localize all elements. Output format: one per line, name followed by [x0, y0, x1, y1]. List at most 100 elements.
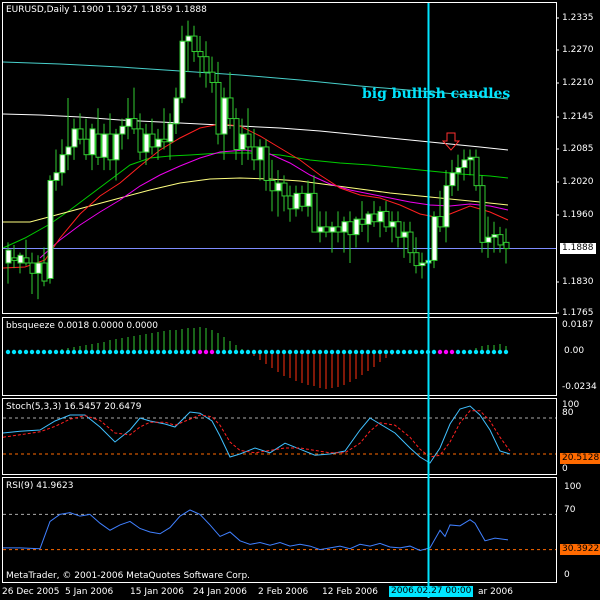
squeeze-dot — [41, 349, 47, 355]
bear-candle — [323, 226, 330, 233]
rsi-scale-100: 100 — [564, 482, 582, 492]
rsi-title: RSI(9) 41.9623 — [6, 481, 74, 491]
bull-candle — [119, 125, 126, 135]
squeeze-dot — [263, 349, 269, 355]
bull-candle — [353, 218, 360, 236]
bear-candle — [137, 128, 144, 153]
price-axis-label: 1.1960 — [562, 210, 594, 220]
bear-candle — [311, 192, 318, 233]
bull-candle — [173, 97, 180, 125]
bull-candle — [275, 182, 282, 192]
price-axis-label: 1.2210 — [562, 78, 594, 88]
bull-candle — [449, 172, 456, 187]
rsi-scale-70: 70 — [564, 505, 576, 515]
squeeze-dot — [245, 349, 251, 355]
bear-candle — [11, 257, 18, 261]
bull-candle — [185, 35, 192, 42]
bull-candle — [53, 172, 60, 181]
squeeze-dot — [101, 349, 107, 355]
bull-candle — [257, 146, 264, 161]
main-chart-title: EURUSD,Daily 1.1900 1.1927 1.1859 1.1888 — [6, 5, 207, 15]
bear-candle — [209, 71, 216, 83]
rsi-line — [3, 509, 509, 552]
bull-candle — [179, 40, 186, 99]
bear-candle — [149, 133, 156, 148]
bull-candle — [239, 133, 246, 151]
squeeze-dot — [107, 349, 113, 355]
bear-candle — [395, 221, 402, 238]
squeeze-dot — [89, 349, 95, 355]
bull-candle — [389, 221, 396, 228]
price-axis-label: 1.2270 — [562, 45, 594, 55]
squeeze-dot — [485, 349, 491, 355]
squeeze-dot — [371, 349, 377, 355]
time-axis-label: 15 Jan 2006 — [130, 587, 184, 597]
squeeze-dot — [137, 349, 143, 355]
stoch-pane[interactable] — [2, 398, 557, 475]
bull-candle — [467, 156, 474, 161]
squeeze-dot — [71, 349, 77, 355]
bull-candle — [461, 159, 468, 169]
squeeze-dot — [353, 349, 359, 355]
bull-candle — [485, 236, 492, 243]
squeeze-dot — [11, 349, 17, 355]
bull-candle — [47, 179, 54, 279]
squeeze-dot — [281, 349, 287, 355]
squeeze-dot — [341, 349, 347, 355]
squeeze-dot — [317, 349, 323, 355]
bear-candle — [83, 138, 90, 156]
copyright-footer: MetaTrader, © 2001-2006 MetaQuotes Softw… — [6, 571, 251, 581]
bear-candle — [41, 262, 48, 282]
bbsqueeze-pane[interactable] — [2, 317, 557, 396]
squeeze-dot — [215, 349, 221, 355]
squeeze-dot — [275, 349, 281, 355]
bull-candle — [125, 118, 132, 127]
bull-candle — [89, 128, 96, 156]
squeeze-dot — [413, 349, 419, 355]
bear-candle — [77, 128, 84, 140]
squeeze-dot — [203, 349, 209, 355]
bbsqueeze-scale-top: 0.0187 — [562, 320, 594, 330]
bear-candle — [503, 241, 510, 250]
bear-candle — [335, 226, 342, 233]
squeeze-dot — [125, 349, 131, 355]
stoch-scale-100: 100 — [562, 400, 580, 410]
squeeze-dot — [389, 349, 395, 355]
time-axis-label: 5 Jan 2006 — [65, 587, 114, 597]
ma-yellow-line — [3, 177, 509, 223]
squeeze-dot — [257, 349, 263, 355]
ma-white-line — [2, 113, 509, 151]
bear-candle — [269, 179, 276, 192]
squeeze-dot — [173, 349, 179, 355]
bear-candle — [287, 195, 294, 210]
squeeze-dot — [251, 349, 257, 355]
bear-candle — [203, 56, 210, 73]
bear-candle — [347, 221, 354, 236]
bear-candle — [245, 133, 252, 148]
main-pane[interactable] — [2, 2, 557, 314]
price-axis-label: 1.2335 — [562, 13, 594, 23]
rsi-pane[interactable] — [2, 477, 557, 583]
bull-candle — [401, 231, 408, 238]
squeeze-dot — [365, 349, 371, 355]
bear-candle — [233, 118, 240, 151]
squeeze-dot — [359, 349, 365, 355]
bull-candle — [419, 262, 426, 267]
bull-candle — [491, 234, 498, 238]
bear-candle — [263, 146, 270, 181]
ma-green-line — [2, 152, 509, 249]
bear-candle — [371, 213, 378, 223]
price-axis-label: 1.1830 — [562, 277, 594, 287]
squeeze-dot — [293, 349, 299, 355]
stoch-scale-0: 0 — [562, 464, 568, 474]
squeeze-dot — [119, 349, 125, 355]
bull-candle — [317, 226, 324, 233]
bull-candle — [443, 185, 450, 228]
current-price-label: 1.1888 — [560, 243, 596, 254]
squeeze-dot — [269, 349, 275, 355]
squeeze-dot — [461, 349, 467, 355]
bear-candle — [497, 234, 504, 246]
bear-candle — [473, 156, 480, 187]
bull-candle — [365, 213, 372, 225]
